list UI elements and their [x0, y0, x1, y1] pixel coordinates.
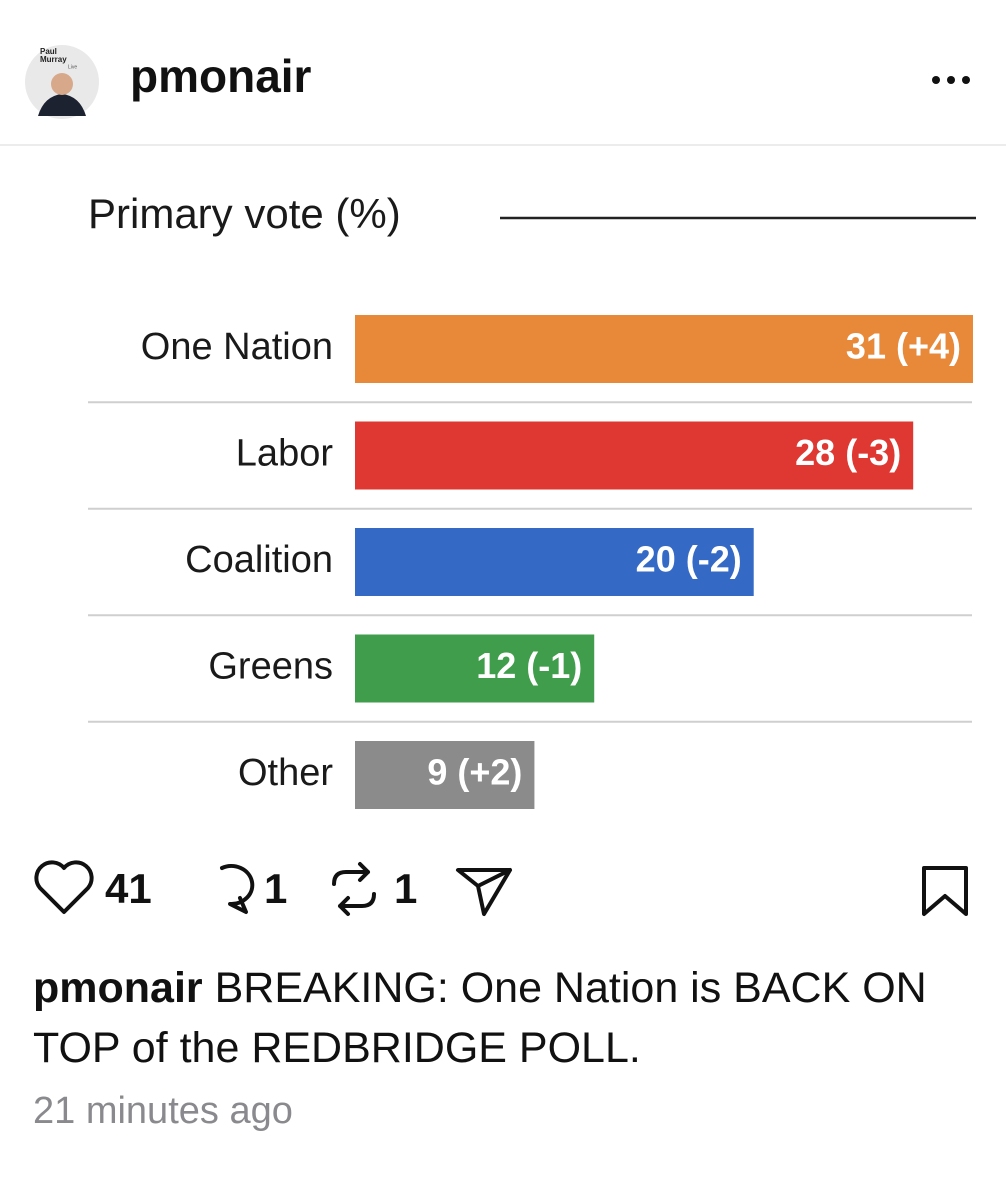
- repost-button[interactable]: [332, 862, 376, 916]
- caption: pmonair BREAKING: One Nation is BACK ON …: [33, 958, 973, 1078]
- comment-button[interactable]: [220, 864, 255, 914]
- value-label: 20 (-2): [636, 539, 742, 580]
- repost-count: 1: [394, 865, 417, 912]
- avatar-text: Murray: [40, 55, 67, 64]
- avatar-text: Live: [68, 64, 77, 70]
- avatar-head: [51, 73, 73, 95]
- bar: [355, 421, 914, 490]
- avatar[interactable]: Paul Murray Live: [25, 45, 99, 119]
- comment-count: 1: [264, 865, 287, 912]
- bar: [355, 741, 535, 809]
- bar: [355, 634, 595, 703]
- share-button[interactable]: [456, 868, 512, 916]
- value-label: 28 (-3): [795, 432, 901, 473]
- bar: [355, 528, 754, 596]
- caption-username[interactable]: pmonair: [33, 964, 203, 1012]
- category-label: Coalition: [185, 539, 333, 581]
- avatar-text: Paul: [40, 47, 57, 56]
- category-label: One Nation: [141, 326, 333, 368]
- more-button[interactable]: [932, 76, 970, 84]
- like-button[interactable]: [34, 860, 94, 914]
- value-label: 12 (-1): [476, 645, 582, 686]
- caption-text: BREAKING: One Nation is BACK ON TOP of t…: [33, 964, 927, 1072]
- value-label: 31 (+4): [846, 326, 961, 367]
- username[interactable]: pmonair: [130, 50, 312, 102]
- avatar-body: [38, 94, 86, 116]
- category-label: Labor: [236, 433, 334, 475]
- value-label: 9 (+2): [427, 752, 522, 793]
- bookmark-button[interactable]: [922, 866, 968, 916]
- like-count: 41: [105, 865, 152, 912]
- timestamp: 21 minutes ago: [33, 1090, 293, 1132]
- category-label: Other: [238, 752, 333, 794]
- category-label: Greens: [208, 646, 333, 688]
- chart-title: Primary vote (%): [88, 190, 401, 237]
- bar: [355, 315, 973, 383]
